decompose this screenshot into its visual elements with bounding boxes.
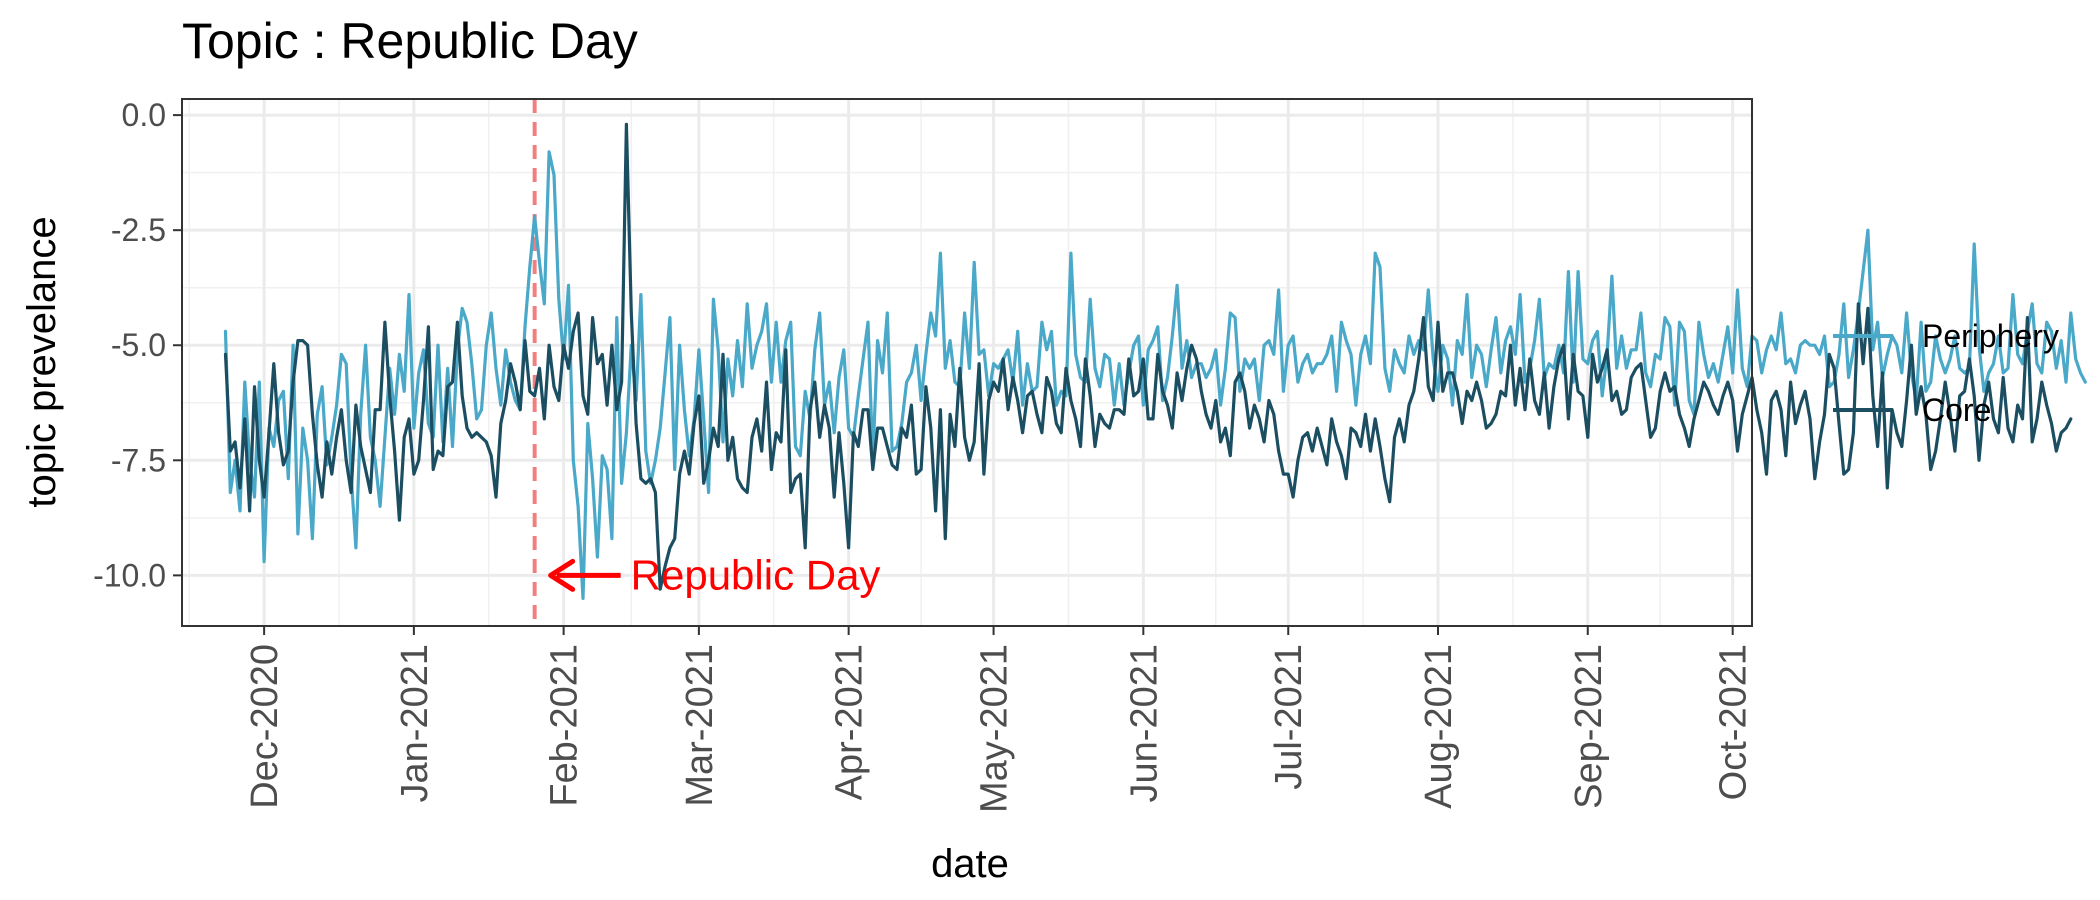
- plot-panel-border: [181, 98, 1753, 627]
- y-axis: 0.0 -2.5 -5.0 -7.5 -10.0: [93, 97, 182, 593]
- x-tick-label: Dec-2020: [244, 644, 286, 809]
- x-tick-label: Jun-2021: [1123, 644, 1165, 802]
- y-tick-label: -2.5: [111, 212, 166, 248]
- annotation-arrow-head: [548, 558, 576, 592]
- x-tick-label: Aug-2021: [1418, 644, 1460, 809]
- x-axis: Dec-2020 Jan-2021 Feb-2021 Mar-2021 Apr-2021…: [244, 626, 1755, 813]
- y-tick-label: -7.5: [111, 442, 166, 478]
- annotation-label: Republic Day: [631, 551, 881, 598]
- x-axis-title: date: [931, 842, 1009, 886]
- y-tick-label: -10.0: [93, 557, 166, 593]
- x-tick-label: Jul-2021: [1268, 644, 1310, 790]
- x-tick-label: Sep-2021: [1568, 644, 1610, 809]
- chart-title: Topic : Republic Day: [182, 13, 638, 69]
- y-axis-title: topic prevelance: [20, 216, 64, 507]
- legend-label-core: Core: [1922, 392, 1991, 428]
- x-tick-label: May-2021: [974, 644, 1016, 813]
- x-tick-label: Jan-2021: [394, 644, 436, 802]
- legend: Periphery Core: [1833, 318, 2059, 428]
- series-lines: [223, 122, 2087, 601]
- major-gridlines: [182, 99, 1752, 626]
- series-line-periphery: [223, 150, 2087, 601]
- x-tick-label: Apr-2021: [829, 644, 871, 800]
- y-tick-label: -5.0: [111, 327, 166, 363]
- y-tick-label: 0.0: [122, 97, 166, 133]
- republic-day-annotation: Republic Day: [548, 551, 881, 598]
- x-tick-label: Mar-2021: [679, 644, 721, 807]
- legend-label-periphery: Periphery: [1922, 318, 2059, 354]
- x-tick-label: Oct-2021: [1713, 644, 1755, 800]
- series-line-core: [223, 122, 2073, 591]
- x-tick-label: Feb-2021: [544, 644, 586, 807]
